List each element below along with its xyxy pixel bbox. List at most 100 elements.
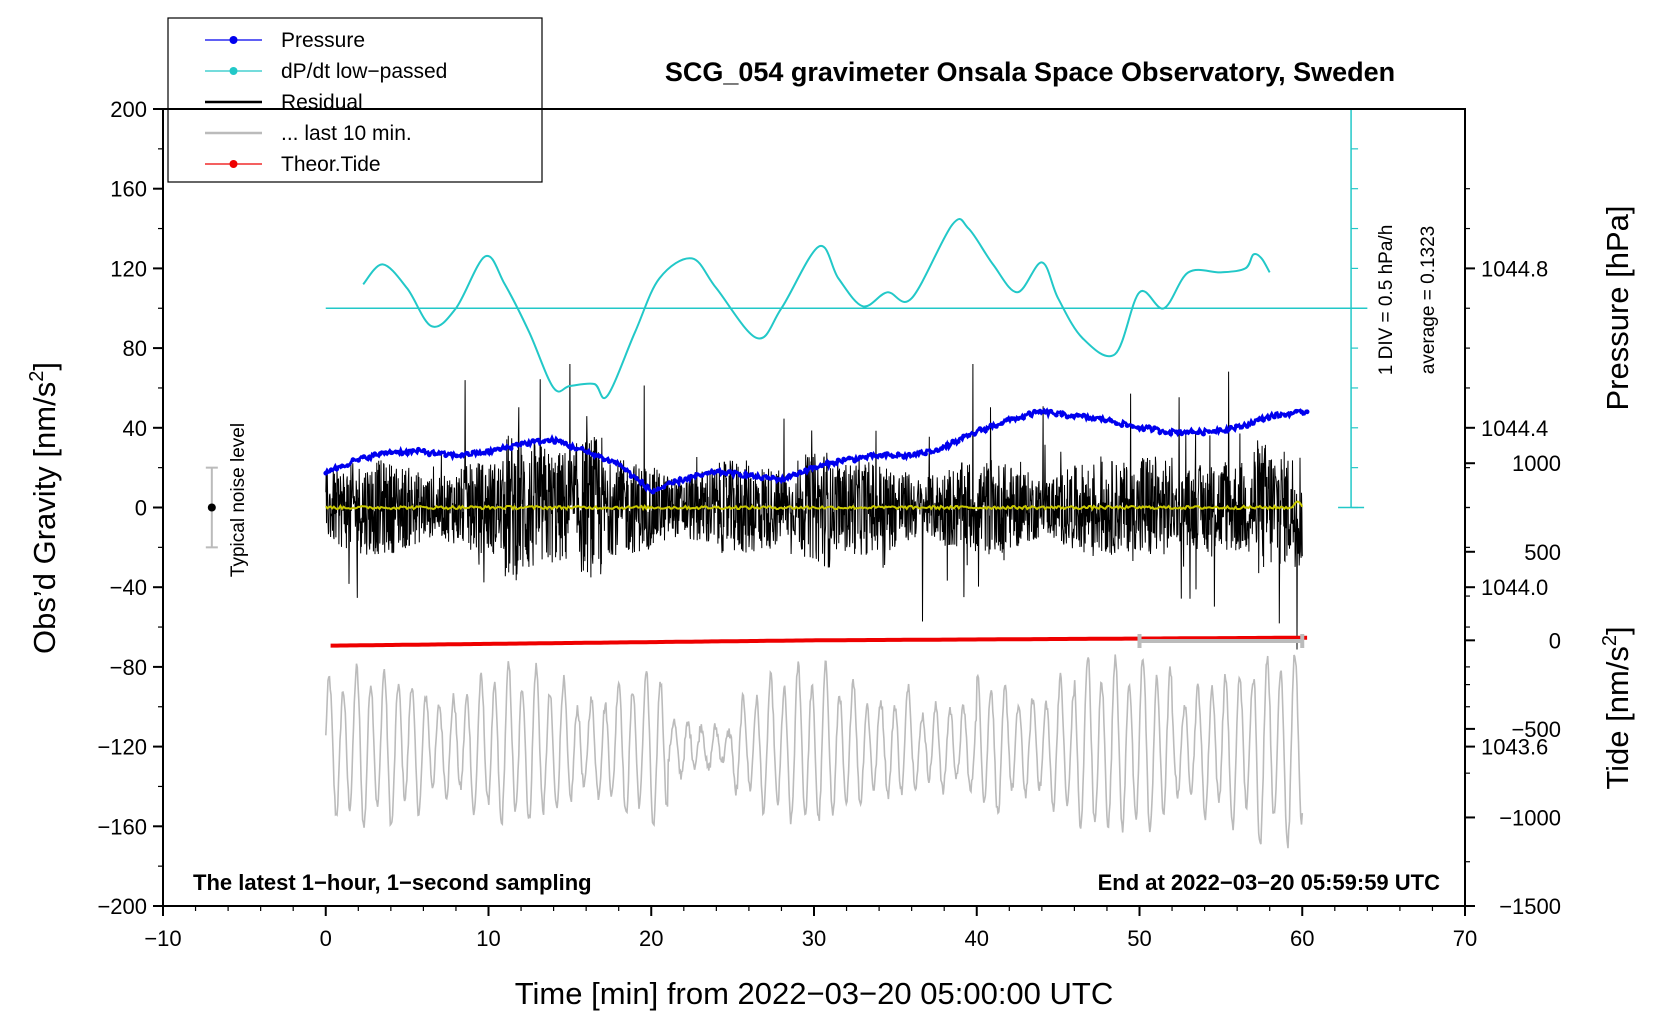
pressure-point xyxy=(546,438,552,444)
y-axis-title-pressure: Pressure [hPa] xyxy=(1600,205,1635,410)
pressure-point xyxy=(530,438,536,443)
x-tick-label: 0 xyxy=(320,926,332,951)
pressure-point xyxy=(944,441,950,447)
pressure-point xyxy=(1103,418,1108,424)
pressure-point xyxy=(536,437,541,443)
pressure-point xyxy=(323,470,329,476)
x-tick-label: 70 xyxy=(1453,926,1477,951)
pressure-point xyxy=(895,451,901,457)
pressure-point xyxy=(1010,416,1016,421)
pressure-point xyxy=(574,446,579,452)
pressure-point xyxy=(901,454,907,460)
tide-tick-label: 1000 xyxy=(1512,451,1561,476)
pressure-point xyxy=(557,438,563,444)
pressure-point xyxy=(705,470,710,476)
x-tick-label: 10 xyxy=(476,926,500,951)
y-tick-label: 120 xyxy=(110,256,147,281)
pressure-point xyxy=(601,457,607,463)
x-tick-label: 20 xyxy=(639,926,663,951)
pressure-point xyxy=(874,453,879,459)
pressure-point xyxy=(634,475,639,481)
pressure-point xyxy=(1043,409,1048,415)
pressure-point xyxy=(928,449,934,455)
legend-label: ... last 10 min. xyxy=(281,122,412,145)
pressure-point xyxy=(426,452,432,458)
pressure-point xyxy=(432,451,438,457)
residual-trace xyxy=(325,363,1303,650)
pressure-point xyxy=(754,475,759,480)
pressure-point xyxy=(1037,408,1043,414)
pressure-point xyxy=(1282,413,1288,418)
pressure-point xyxy=(1152,425,1157,431)
pressure-point xyxy=(1250,421,1255,426)
pressure-point xyxy=(1168,431,1174,437)
pressure-point xyxy=(1184,429,1190,435)
pressure-point xyxy=(1015,416,1021,421)
pressure-point xyxy=(792,471,797,477)
pressure-point xyxy=(328,467,334,473)
scale-average-label: average = 0.1323 xyxy=(1418,226,1439,374)
pressure-point xyxy=(470,449,476,455)
pressure-point xyxy=(1190,429,1195,435)
pressure-point xyxy=(361,454,367,459)
y-tick-label: −120 xyxy=(97,735,147,760)
pressure-point xyxy=(1146,424,1152,430)
tide-tick-label: −500 xyxy=(1511,717,1561,742)
pressure-point xyxy=(1108,418,1114,423)
pressure-point xyxy=(416,446,421,452)
pressure-tick-label: 1044.8 xyxy=(1481,256,1548,281)
pressure-point xyxy=(1239,424,1245,430)
pressure-point xyxy=(677,476,683,482)
pressure-point xyxy=(966,433,972,438)
y-axis-title-gravity-main: Obs’d Gravity [nm/s xyxy=(27,382,62,654)
pressure-point xyxy=(1070,413,1076,419)
pressure-point xyxy=(645,483,650,489)
pressure-point xyxy=(339,463,345,469)
pressure-point xyxy=(1212,429,1217,434)
pressure-point xyxy=(1097,415,1103,421)
y-tick-label: 160 xyxy=(110,177,147,202)
pressure-point xyxy=(383,450,389,455)
pressure-point xyxy=(955,439,961,444)
pressure-point xyxy=(912,451,917,457)
pressure-point xyxy=(1075,413,1081,418)
x-tick-label: 60 xyxy=(1290,926,1314,951)
legend-label: Theor.Tide xyxy=(281,153,381,176)
pressure-point xyxy=(492,447,498,452)
latest-sampling-note: The latest 1−hour, 1−second sampling xyxy=(193,870,592,895)
pressure-point xyxy=(1272,414,1277,420)
pressure-point xyxy=(590,452,596,457)
pressure-point xyxy=(1081,412,1086,418)
pressure-point xyxy=(350,457,356,463)
pressure-point xyxy=(623,467,628,473)
pressure-point xyxy=(497,447,503,452)
pressure-point xyxy=(1092,416,1097,422)
pressure-point xyxy=(448,451,454,457)
legend-marker xyxy=(229,36,238,44)
tide-series-line xyxy=(330,635,1308,648)
pressure-point xyxy=(585,450,590,455)
pressure-point xyxy=(1048,408,1054,414)
pressure-point xyxy=(1179,431,1185,437)
scale-div-label: 1 DIV = 0.5 hPa/h xyxy=(1376,225,1397,376)
pressure-point xyxy=(890,454,896,459)
typical-noise-label: Typical noise level xyxy=(228,423,249,577)
pressure-point xyxy=(356,457,361,463)
pressure-point xyxy=(699,473,705,478)
pressure-point xyxy=(1124,423,1130,428)
pressure-point xyxy=(1206,429,1212,434)
pressure-point xyxy=(961,433,966,439)
pressure-point xyxy=(1304,409,1310,415)
pressure-point xyxy=(1266,416,1272,421)
pressure-point xyxy=(655,486,661,492)
pressure-point xyxy=(405,451,410,457)
pressure-point xyxy=(988,422,994,428)
pressure-point xyxy=(977,426,983,431)
y-tick-label: −200 xyxy=(97,894,147,919)
plot-frame xyxy=(162,108,1466,907)
y-tick-label: −40 xyxy=(110,575,147,600)
pressure-point xyxy=(983,428,988,434)
pressure-point xyxy=(476,451,481,456)
pressure-point xyxy=(367,454,372,460)
y-tick-label: 80 xyxy=(123,336,147,361)
